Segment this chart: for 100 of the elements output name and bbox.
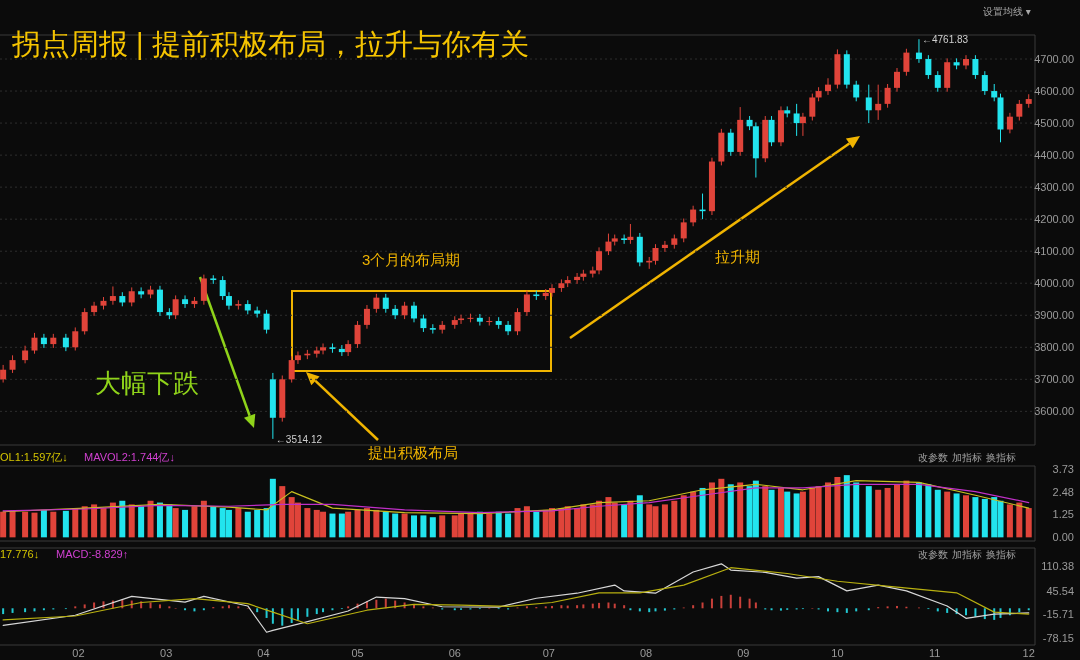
bar (235, 508, 242, 538)
bar (855, 608, 858, 612)
y-tick-label: 4200.00 (1034, 213, 1074, 226)
bar (420, 515, 427, 538)
annotation: ←3514.12 (275, 433, 323, 445)
text: MAVOL2:1.744亿↓ (84, 451, 175, 463)
bar (210, 506, 217, 538)
x-tick-label: 06 (448, 647, 461, 659)
y-tick-label: 1.25 (1052, 508, 1074, 521)
bar (690, 491, 697, 538)
x-tick-label: 02 (72, 647, 85, 659)
bar (934, 489, 941, 538)
bar (495, 511, 502, 538)
bar (523, 506, 530, 538)
bar (345, 511, 352, 538)
bar (983, 608, 986, 620)
bar (401, 513, 408, 538)
bar (636, 495, 643, 538)
bar (621, 504, 628, 538)
bar (768, 489, 775, 538)
bar (799, 491, 806, 538)
bar (1016, 502, 1023, 538)
bar (354, 509, 361, 538)
bar (648, 608, 651, 613)
text: OL1:1.597亿↓ (0, 451, 68, 463)
y-tick-label: 4700.00 (1034, 53, 1074, 66)
bar (903, 480, 910, 538)
y-tick-label: 4300.00 (1034, 181, 1074, 194)
text: 改参数 (918, 452, 948, 463)
y-tick-label: 3.73 (1052, 463, 1074, 476)
y-tick-label: 3700.00 (1034, 373, 1074, 386)
bar (972, 497, 979, 538)
bar (560, 605, 563, 609)
bar (392, 513, 399, 538)
x-tick-label: 07 (542, 647, 555, 659)
bar (692, 605, 695, 609)
bar (963, 495, 969, 538)
bar (607, 602, 610, 609)
bar (671, 500, 678, 538)
bar (373, 509, 380, 538)
bar (476, 511, 483, 538)
bar (172, 508, 179, 538)
bar (306, 608, 309, 617)
bar (915, 482, 922, 538)
bar (382, 511, 389, 538)
bar (227, 605, 230, 609)
bar (623, 605, 626, 609)
bar (663, 608, 666, 611)
bar (533, 511, 540, 538)
y-tick-label: 3800.00 (1034, 341, 1074, 354)
bar (701, 602, 704, 609)
bar (598, 602, 601, 609)
y-tick-label: 2.48 (1052, 485, 1074, 498)
x-tick-label: 09 (737, 647, 750, 659)
bar (290, 608, 293, 623)
bar (825, 482, 831, 538)
bar (244, 511, 251, 538)
y-tick-label: 4400.00 (1034, 149, 1074, 162)
text: 加指标 (952, 452, 982, 463)
y-tick-label: 4500.00 (1034, 117, 1074, 130)
bar (779, 608, 782, 611)
annotation: 大幅下跌 (95, 368, 199, 398)
bar (853, 482, 860, 538)
bar (200, 500, 207, 538)
bar (739, 596, 742, 609)
bar (981, 498, 988, 538)
bar (363, 508, 370, 538)
bar (191, 506, 198, 538)
bar (836, 608, 839, 613)
annotation: 3个月的布局期 (362, 251, 461, 268)
bar (845, 608, 848, 613)
x-tick-label: 05 (351, 647, 364, 659)
bar (329, 513, 336, 538)
bar (411, 515, 417, 538)
annotation: 改参数 (918, 549, 948, 560)
bar (710, 598, 713, 609)
x-tick-label: 11 (928, 647, 941, 659)
x-tick-label: 04 (257, 647, 270, 659)
bar (737, 482, 744, 538)
bar (576, 605, 579, 609)
bar (256, 608, 259, 613)
annotation: MACD:-8.829↑ (56, 548, 129, 560)
bar (834, 476, 841, 538)
bar (193, 608, 196, 612)
bar (946, 608, 949, 613)
bar (754, 602, 757, 609)
bar (654, 608, 657, 612)
bar (865, 486, 872, 538)
y-tick-label: 3900.00 (1034, 309, 1074, 322)
bar (271, 608, 274, 624)
bar (582, 604, 585, 609)
bar (638, 608, 641, 612)
bar (375, 599, 378, 609)
bar (777, 487, 784, 538)
y-tick-label: 0.00 (1052, 531, 1074, 544)
bar (296, 608, 299, 620)
bar (166, 504, 173, 538)
bar (727, 484, 734, 538)
bar (1006, 504, 1013, 538)
bar (182, 509, 189, 538)
